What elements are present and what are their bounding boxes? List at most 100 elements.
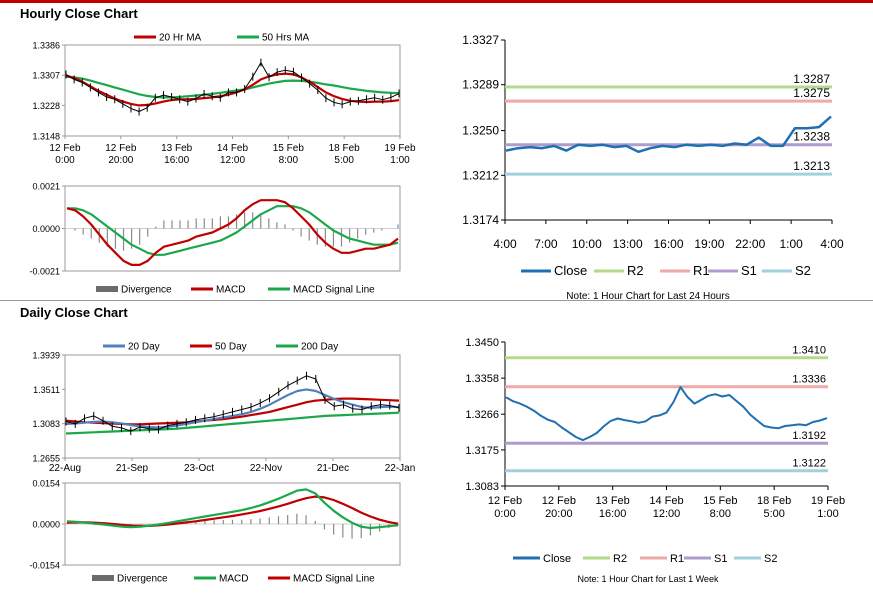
hourly-price-legend-0-label: 20 Hr MA [159,33,202,44]
daily-price-xtick-label: 22-Aug [49,463,81,474]
hourly-levels-legend-label-1: R2 [627,263,644,278]
daily-macd-ytick-label: -0.0154 [29,561,60,571]
hourly-levels-legend-label-2: R1 [693,263,710,278]
hourly-price-series-close [65,62,400,112]
daily-macd-legend-signal-label: MACD Signal Line [293,574,375,585]
hourly-levels-xtick-label: 13:00 [613,237,643,251]
hourly-price-xtick-label: 20:00 [108,155,133,166]
hourly-levels-xtick-label: 1:00 [779,237,803,251]
daily-levels-xtick-label: 18 Feb [757,495,791,507]
hourly-levels-xtick-label: 4:00 [820,237,844,251]
daily-levels-ytick-label: 1.3175 [465,445,499,457]
hourly-price-xtick-label: 8:00 [279,155,299,166]
hourly-price-xtick-label: 1:00 [390,155,410,166]
daily-levels-level-label-r1: 1.3336 [792,374,826,386]
daily-levels-xtick-label: 20:00 [545,508,573,520]
hourly-levels-ytick-label: 1.3174 [462,213,499,227]
hourly-levels-xtick-label: 7:00 [534,237,558,251]
hourly-macd-legend-divergence-swatch [96,286,118,292]
daily-macd-legend-divergence-label: Divergence [117,574,168,585]
hourly-price-xtick-label: 18 Feb [329,143,361,154]
hourly-price-xtick-label: 16:00 [164,155,189,166]
hourly-levels-ytick-label: 1.3250 [462,124,499,138]
hourly-levels-legend-label-3: S1 [741,263,757,278]
top-accent-bar [0,0,873,3]
hourly-price-xtick-label: 15 Feb [273,143,305,154]
daily-price-ytick-label: 1.2655 [32,454,60,464]
daily-levels-xtick-label: 0:00 [494,508,515,520]
daily-price-xtick-label: 22-Nov [250,463,282,474]
hourly-macd-ytick-label: 0.0021 [32,182,60,192]
daily-levels-xtick-label: 12 Feb [488,495,522,507]
daily-levels-legend-label-1: R2 [613,553,627,565]
hourly-price-ytick-label: 1.3307 [32,71,60,81]
daily-levels-xtick-label: 12:00 [653,508,681,520]
hourly-levels-xtick-label: 4:00 [493,237,517,251]
hourly-macd-series-macd [66,199,399,266]
daily-price-ytick-label: 1.3511 [33,385,60,395]
hourly-macd-series-signal [67,205,399,256]
daily-macd-legend-macd-label: MACD [219,574,248,585]
daily-levels-ytick-label: 1.3266 [465,409,499,421]
section-divider [0,300,873,301]
daily-levels-xtick-label: 14 Feb [649,495,683,507]
daily-levels-series-close [505,386,828,442]
daily-price-xtick-label: 23-Oct [184,463,214,474]
hourly-price-xtick-label: 12 Feb [105,143,137,154]
daily-levels-legend-label-4: S2 [764,553,777,565]
hourly-price-xtick-label: 12:00 [220,155,245,166]
hourly-price-xtick-label: 0:00 [55,155,75,166]
hourly-price-ytick-label: 1.3386 [32,41,60,51]
hourly-levels-ytick-label: 1.3289 [462,78,499,92]
daily-macd-ytick-label: 0.0000 [32,520,60,530]
daily-macd-legend-divergence-swatch [92,575,114,581]
hourly-price-xtick-label: 5:00 [334,155,354,166]
daily-levels-legend-label-2: R1 [670,553,684,565]
hourly-levels-note: Note: 1 Hour Chart for Last 24 Hours [566,291,729,302]
daily-price-legend-2-label: 200 Day [301,342,338,353]
daily-levels-ytick-label: 1.3450 [465,337,499,349]
daily-price-ytick-label: 1.3939 [32,351,60,361]
hourly-price-legend-1-label: 50 Hrs MA [262,33,310,44]
hourly-macd-legend-signal-label: MACD Signal Line [293,285,375,296]
daily-price-xtick-label: 21-Sep [116,463,149,474]
daily-levels-legend-label-0: Close [543,553,571,565]
daily-levels-xtick-label: 8:00 [710,508,731,520]
daily-section-title: Daily Close Chart [20,305,128,320]
hourly-price-xtick-label: 19 Feb [384,143,416,154]
daily-levels-xtick-label: 16:00 [599,508,627,520]
daily-levels-level-label-s1: 1.3192 [792,430,826,442]
hourly-price-xtick-label: 14 Feb [217,143,249,154]
hourly-levels-ytick-label: 1.3327 [462,33,499,47]
hourly-section-title: Hourly Close Chart [20,6,138,21]
hourly-levels-level-label-s1: 1.3238 [793,130,830,144]
daily-macd-series-signal [66,495,399,528]
hourly-price-xtick-label: 12 Feb [49,143,81,154]
daily-levels-legend-label-3: S1 [714,553,727,565]
hourly-levels-legend-label-0: Close [554,263,587,278]
hourly-levels-level-label-r2: 1.3287 [793,72,830,86]
hourly-levels-xtick-label: 22:00 [735,237,765,251]
daily-levels-xtick-label: 1:00 [817,508,838,520]
daily-levels-xtick-label: 13 Feb [596,495,630,507]
hourly-macd-ytick-label: -0.0021 [29,267,60,277]
hourly-price-series-50-hrs-ma [65,75,400,99]
daily-levels-xtick-label: 12 Feb [542,495,576,507]
daily-price-legend-0-label: 20 Day [128,342,160,353]
hourly-price-xtick-label: 13 Feb [161,143,193,154]
daily-levels-xtick-label: 5:00 [763,508,784,520]
daily-levels-xtick-label: 15 Feb [703,495,737,507]
hourly-macd-legend-macd-label: MACD [216,285,245,296]
daily-levels-level-label-s2: 1.3122 [792,458,826,470]
daily-levels-ytick-label: 1.3358 [465,373,499,385]
hourly-macd-ytick-label: 0.0000 [32,224,60,234]
daily-price-legend-1-label: 50 Day [215,342,247,353]
hourly-levels-ytick-label: 1.3212 [462,168,499,182]
daily-levels-level-label-r2: 1.3410 [792,345,826,357]
hourly-levels-series-close [505,115,832,154]
hourly-levels-xtick-label: 10:00 [572,237,602,251]
daily-levels-ytick-label: 1.3083 [465,481,499,493]
hourly-price-ytick-label: 1.3228 [32,101,60,111]
daily-price-xtick-label: 21-Dec [317,463,349,474]
